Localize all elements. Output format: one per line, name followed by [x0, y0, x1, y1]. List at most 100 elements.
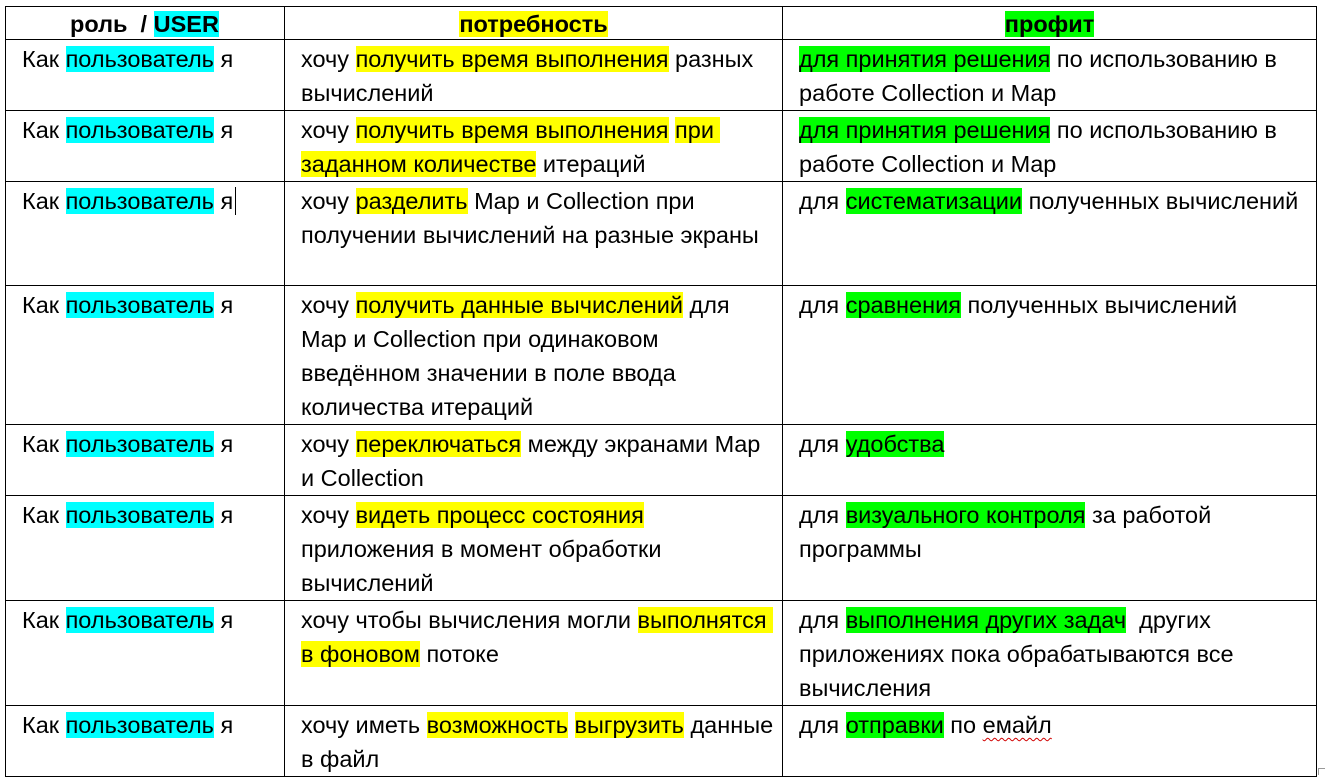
profit-highlight: систематизации: [845, 188, 1023, 214]
profit-text: за работой программы: [799, 502, 1218, 562]
role-highlight: пользователь: [65, 292, 214, 318]
profit-text: полученных вычислений: [1022, 188, 1299, 214]
role-cell: Как пользователь я: [5, 181, 285, 286]
need-text: потоке: [419, 641, 499, 667]
profit-text: для: [799, 607, 846, 633]
role-text: я: [213, 292, 234, 318]
need-header-label: потребность: [459, 11, 608, 37]
need-text: Map и Collection при получении вычислени…: [301, 188, 759, 248]
profit-text: для: [799, 712, 846, 738]
role-highlight: пользователь: [65, 46, 214, 72]
role-cell: Как пользователь я: [5, 110, 285, 182]
profit-text: для: [799, 188, 846, 214]
need-highlight: получить время выполнения: [355, 117, 669, 143]
role-text: Как: [22, 188, 66, 214]
profit-cell: для отправки по емайл: [782, 705, 1317, 777]
profit-text: по использованию в работе Collection и M…: [799, 46, 1284, 106]
need-cell: хочу получить данные вычислений для Map …: [284, 285, 783, 425]
role-highlight: пользователь: [65, 188, 214, 214]
need-text: хочу чтобы вычисления могли: [301, 607, 638, 633]
header-row: роль / USER потребность профит: [5, 6, 1317, 40]
table-row: Как пользователь я хочу видеть процесс со…: [5, 495, 1317, 601]
user-stories-table: роль / USER потребность профит Как польз…: [5, 6, 1317, 777]
role-cell: Как пользователь я: [5, 495, 285, 601]
profit-cell: для выполнения других задач других прило…: [782, 600, 1317, 706]
role-cell: Как пользователь я: [5, 705, 285, 777]
profit-text: по использованию в работе Collection и M…: [799, 117, 1284, 177]
role-text: Как: [22, 502, 66, 528]
role-text: Как: [22, 292, 66, 318]
role-highlight: пользователь: [65, 502, 214, 528]
role-highlight: пользователь: [65, 712, 214, 738]
profit-column-header: профит: [782, 6, 1317, 40]
need-cell: хочу разделить Map и Collection при полу…: [284, 181, 783, 286]
need-highlight: разделить: [355, 188, 468, 214]
profit-highlight: сравнения: [845, 292, 961, 318]
profit-cell: для систематизации полученных вычислений: [782, 181, 1317, 286]
profit-cell: для принятия решения по использованию в …: [782, 39, 1317, 111]
role-cell: Как пользователь я: [5, 39, 285, 111]
role-text: я: [213, 188, 234, 214]
role-text: я: [213, 431, 234, 457]
need-text: хочу: [301, 117, 356, 143]
role-text: Как: [22, 46, 66, 72]
profit-cell: для удобства: [782, 424, 1317, 496]
role-column-header: роль / USER: [5, 6, 285, 40]
role-cell: Как пользователь я: [5, 424, 285, 496]
profit-text: других приложениях пока обрабатываются в…: [799, 607, 1241, 701]
role-highlight: пользователь: [65, 431, 214, 457]
profit-highlight: визуального контроля: [845, 502, 1086, 528]
role-text: Как: [22, 607, 66, 633]
table-row: Как пользователь я хочу получить время вы…: [5, 110, 1317, 182]
profit-text: полученных вычислений: [960, 292, 1238, 318]
need-highlight: выгрузить: [574, 712, 684, 738]
role-header-prefix: роль /: [70, 11, 154, 37]
need-highlight: возможность: [426, 712, 568, 738]
profit-text: для: [799, 431, 846, 457]
profit-text: для: [799, 502, 846, 528]
need-text: хочу: [301, 502, 356, 528]
role-text: я: [213, 502, 234, 528]
need-text: хочу иметь: [301, 712, 427, 738]
need-text: данные в файл: [301, 712, 780, 772]
table-row: Как пользователь я хочу разделить Map и C…: [5, 181, 1317, 286]
role-text: я: [213, 117, 234, 143]
need-text: хочу: [301, 46, 356, 72]
role-highlight: пользователь: [65, 117, 214, 143]
table-row: Как пользователь я хочу иметь возможность…: [5, 705, 1317, 777]
need-cell: хочу получить время выполнения разных вы…: [284, 39, 783, 111]
profit-text: для: [799, 292, 846, 318]
text-cursor: [235, 187, 237, 215]
role-text: Как: [22, 431, 66, 457]
need-cell: хочу получить время выполнения при задан…: [284, 110, 783, 182]
profit-highlight: для принятия решения: [799, 117, 1051, 143]
role-text: Как: [22, 117, 66, 143]
need-highlight: получить время выполнения: [355, 46, 669, 72]
table-end-mark: [1318, 768, 1325, 775]
need-cell: хочу чтобы вычисления могли выполнятся в…: [284, 600, 783, 706]
need-cell: хочу переключаться между экранами Map и …: [284, 424, 783, 496]
profit-highlight: выполнения других задач: [845, 607, 1127, 633]
need-text: хочу: [301, 431, 356, 457]
need-text: [568, 712, 575, 738]
need-text: итераций: [536, 151, 646, 177]
role-text: я: [213, 712, 234, 738]
spellcheck-flagged-word: емайл: [982, 712, 1052, 738]
profit-cell: для визуального контроля за работой прог…: [782, 495, 1317, 601]
table-row: Как пользователь я хочу чтобы вычисления …: [5, 600, 1317, 706]
need-highlight: видеть процесс состояния: [355, 502, 644, 528]
need-text: разных вычислений: [301, 46, 760, 106]
profit-cell: для принятия решения по использованию в …: [782, 110, 1317, 182]
profit-highlight: отправки: [845, 712, 944, 738]
need-text: хочу: [301, 292, 356, 318]
role-text: Как: [22, 712, 66, 738]
role-highlight: пользователь: [65, 607, 214, 633]
profit-header-label: профит: [1004, 11, 1095, 37]
need-cell: хочу видеть процесс состояния приложения…: [284, 495, 783, 601]
role-header-user: USER: [153, 11, 219, 37]
profit-text: по: [943, 712, 983, 738]
table-row: Как пользователь я хочу получить данные в…: [5, 285, 1317, 425]
role-cell: Как пользователь я: [5, 600, 285, 706]
need-highlight: получить данные вычислений: [355, 292, 683, 318]
need-cell: хочу иметь возможность выгрузить данные …: [284, 705, 783, 777]
